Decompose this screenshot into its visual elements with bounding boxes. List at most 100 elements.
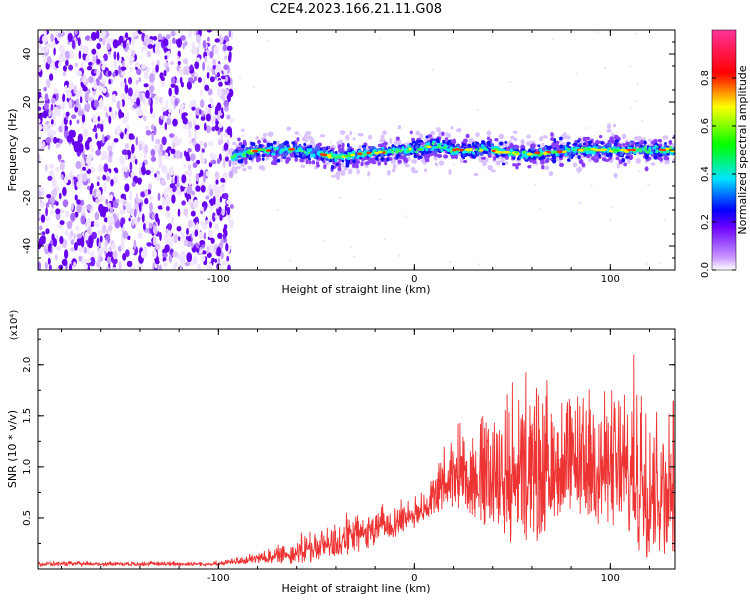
noise-dot <box>585 127 588 130</box>
noise-blob <box>188 167 192 178</box>
signal-blob <box>336 162 339 166</box>
noise-blob <box>62 186 67 197</box>
noise-blob <box>99 235 103 243</box>
noise-blob <box>184 188 187 194</box>
signal-blob <box>407 144 411 148</box>
signal-blob <box>443 145 447 150</box>
noise-dot <box>636 83 639 86</box>
noise-blob <box>129 161 133 172</box>
noise-blob <box>58 264 64 270</box>
noise-blob <box>216 72 220 78</box>
signal-blob <box>666 156 670 161</box>
noise-blob <box>141 46 144 53</box>
noise-blob <box>217 232 223 239</box>
signal-blob <box>493 156 497 161</box>
signal-blob <box>644 166 649 172</box>
noise-blob <box>203 142 207 149</box>
noise-blob <box>161 106 167 113</box>
noise-blob <box>129 66 133 73</box>
signal-blob <box>358 145 363 150</box>
noise-blob <box>217 63 222 73</box>
noise-blob <box>95 30 100 40</box>
noise-blob <box>76 237 83 246</box>
noise-blob <box>122 40 127 49</box>
signal-blob <box>266 142 271 147</box>
noise-blob <box>209 221 212 229</box>
signal-blob <box>305 155 310 159</box>
signal-blob <box>656 156 663 161</box>
noise-blob <box>220 131 224 140</box>
noise-blob <box>79 96 83 104</box>
noise-blob <box>124 84 129 94</box>
signal-blob <box>564 147 568 150</box>
noise-blob <box>69 263 73 270</box>
noise-blob <box>111 93 117 104</box>
noise-blob <box>66 220 73 230</box>
noise-blob <box>188 178 192 187</box>
signal-peak <box>658 148 663 151</box>
noise-blob <box>195 222 199 231</box>
noise-blob <box>105 198 108 205</box>
signal-blob <box>479 152 484 156</box>
noise-blob <box>133 208 137 218</box>
signal-blob <box>455 154 458 160</box>
noise-blob <box>66 91 72 99</box>
noise-blob <box>164 169 168 176</box>
noise-blob <box>165 210 171 218</box>
snr-axes: -100 0 100 0.5 1.0 1.5 2.0 <box>22 329 675 584</box>
signal-blob <box>345 161 349 166</box>
signal-blob <box>653 149 656 155</box>
noise-blob <box>206 245 210 254</box>
signal-blob <box>320 156 325 162</box>
signal-blob <box>475 148 478 152</box>
signal-blob <box>437 153 443 159</box>
noise-blob <box>151 60 154 67</box>
noise-blob <box>102 57 105 67</box>
noise-blob <box>81 159 85 167</box>
signal-blob <box>425 142 429 146</box>
signal-blob <box>490 146 494 149</box>
signal-blob <box>576 139 580 143</box>
signal-blob <box>395 155 399 160</box>
signal-blob <box>363 153 367 157</box>
noise-blob <box>45 164 48 172</box>
noise-blob <box>97 115 101 122</box>
noise-blob <box>65 210 70 218</box>
noise-blob <box>87 266 91 270</box>
noise-blob <box>83 263 88 270</box>
noise-blob <box>152 113 156 119</box>
signal-blob <box>567 147 570 152</box>
noise-blob <box>57 224 62 229</box>
signal-blob <box>571 148 575 151</box>
noise-dot <box>322 240 325 242</box>
noise-blob <box>125 154 129 161</box>
noise-blob <box>89 141 93 149</box>
signal-blob <box>349 131 353 136</box>
signal-blob <box>247 148 251 152</box>
noise-blob <box>73 261 77 268</box>
noise-blob <box>183 208 189 216</box>
noise-blob <box>188 198 192 206</box>
signal-blob <box>337 162 342 168</box>
noise-blob <box>206 72 210 79</box>
noise-blob <box>188 132 192 139</box>
noise-dot <box>453 163 456 166</box>
noise-blob <box>131 49 136 57</box>
noise-blob <box>196 159 201 165</box>
noise-blob <box>92 55 96 66</box>
signal-blob <box>298 143 302 147</box>
noise-blob <box>126 130 129 141</box>
noise-blob <box>77 37 81 47</box>
noise-blob <box>76 119 80 124</box>
noise-blob <box>146 242 153 247</box>
noise-blob <box>177 60 181 66</box>
signal-blob <box>436 127 441 133</box>
noise-blob <box>173 234 179 241</box>
noise-blob <box>200 89 203 97</box>
signal-blob <box>413 154 418 159</box>
signal-blob <box>352 163 356 169</box>
noise-blob <box>204 84 210 92</box>
signal-blob <box>487 165 494 171</box>
noise-blob <box>152 35 157 41</box>
noise-blob <box>128 77 133 85</box>
